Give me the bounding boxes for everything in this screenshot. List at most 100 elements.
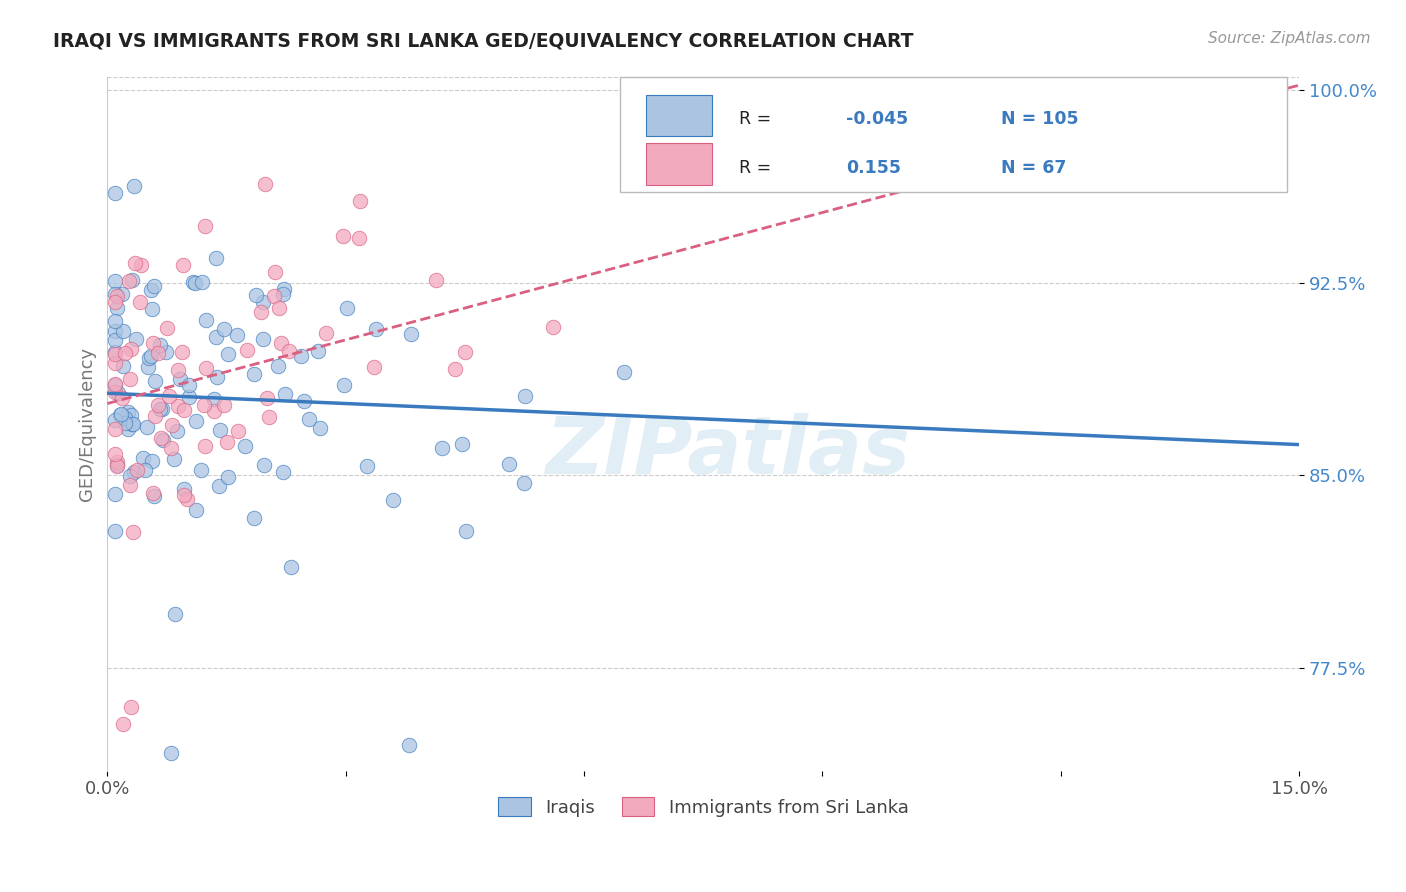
Point: [212, 399, 235, 413]
Point: [124, 256, 146, 270]
Point: [146, 345, 169, 359]
Point: [117, 404, 139, 418]
Point: [208, 479, 231, 493]
Point: [162, 417, 184, 432]
Point: [132, 451, 155, 466]
Point: [183, 275, 205, 289]
Point: [150, 432, 173, 446]
Point: [269, 301, 291, 316]
Point: [143, 279, 166, 293]
Point: [122, 178, 145, 193]
Text: IRAQI VS IMMIGRANTS FROM SRI LANKA GED/EQUIVALENCY CORRELATION CHART: IRAQI VS IMMIGRANTS FROM SRI LANKA GED/E…: [53, 31, 914, 50]
Point: [298, 411, 321, 425]
Point: [252, 333, 274, 347]
Point: [166, 424, 188, 438]
Point: [242, 510, 264, 524]
Point: [160, 746, 183, 760]
Point: [104, 347, 127, 361]
Point: [143, 489, 166, 503]
Point: [236, 343, 259, 357]
Point: [129, 295, 152, 310]
Point: [280, 560, 302, 574]
Text: R =: R =: [740, 110, 776, 128]
Point: [194, 439, 217, 453]
Point: [336, 301, 359, 315]
Point: [167, 362, 190, 376]
Point: [104, 524, 127, 538]
Point: [112, 717, 135, 731]
Point: [309, 420, 332, 434]
Point: [212, 321, 235, 335]
Point: [114, 410, 136, 425]
Point: [430, 441, 453, 455]
Point: [108, 408, 131, 422]
Point: [163, 452, 186, 467]
Point: [149, 401, 172, 416]
Point: [111, 286, 134, 301]
Y-axis label: GED/Equivalency: GED/Equivalency: [79, 347, 96, 501]
Point: [120, 409, 142, 423]
Point: [202, 404, 225, 418]
Point: [110, 407, 132, 421]
Point: [193, 399, 215, 413]
Point: [120, 699, 142, 714]
Point: [363, 360, 385, 375]
Point: [513, 389, 536, 403]
Point: [253, 177, 276, 191]
FancyBboxPatch shape: [620, 78, 1288, 192]
Point: [217, 469, 239, 483]
Point: [307, 344, 329, 359]
Point: [176, 491, 198, 506]
Point: [264, 265, 287, 279]
Text: -0.045: -0.045: [846, 110, 908, 128]
Point: [129, 258, 152, 272]
Point: [150, 402, 173, 417]
Point: [114, 346, 136, 360]
Point: [104, 486, 127, 500]
Point: [243, 367, 266, 381]
Point: [273, 282, 295, 296]
Text: N = 67: N = 67: [1001, 159, 1067, 177]
Point: [104, 333, 127, 347]
Point: [142, 485, 165, 500]
Point: [152, 433, 174, 447]
Point: [149, 337, 172, 351]
Point: [209, 424, 232, 438]
Point: [138, 351, 160, 365]
Point: [267, 359, 290, 373]
Point: [425, 273, 447, 287]
Point: [105, 459, 128, 474]
Point: [271, 286, 294, 301]
Bar: [647, 144, 711, 185]
Point: [143, 374, 166, 388]
Point: [104, 384, 127, 399]
Point: [155, 344, 177, 359]
Point: [104, 274, 127, 288]
Point: [184, 277, 207, 291]
Point: [142, 336, 165, 351]
Point: [141, 454, 163, 468]
Point: [233, 439, 256, 453]
Point: [170, 345, 193, 359]
Point: [364, 321, 387, 335]
Point: [450, 436, 472, 450]
Point: [274, 387, 297, 401]
Point: [205, 251, 228, 265]
Text: Source: ZipAtlas.com: Source: ZipAtlas.com: [1208, 31, 1371, 46]
Point: [177, 390, 200, 404]
Point: [253, 458, 276, 472]
Point: [104, 422, 127, 436]
Point: [382, 492, 405, 507]
Point: [121, 417, 143, 432]
Point: [111, 391, 134, 405]
Point: [173, 403, 195, 417]
Point: [121, 273, 143, 287]
Point: [256, 392, 278, 406]
Point: [118, 468, 141, 483]
Point: [104, 294, 127, 309]
Point: [270, 336, 292, 351]
Point: [205, 369, 228, 384]
Point: [120, 372, 142, 386]
Point: [160, 442, 183, 456]
Point: [315, 326, 337, 340]
